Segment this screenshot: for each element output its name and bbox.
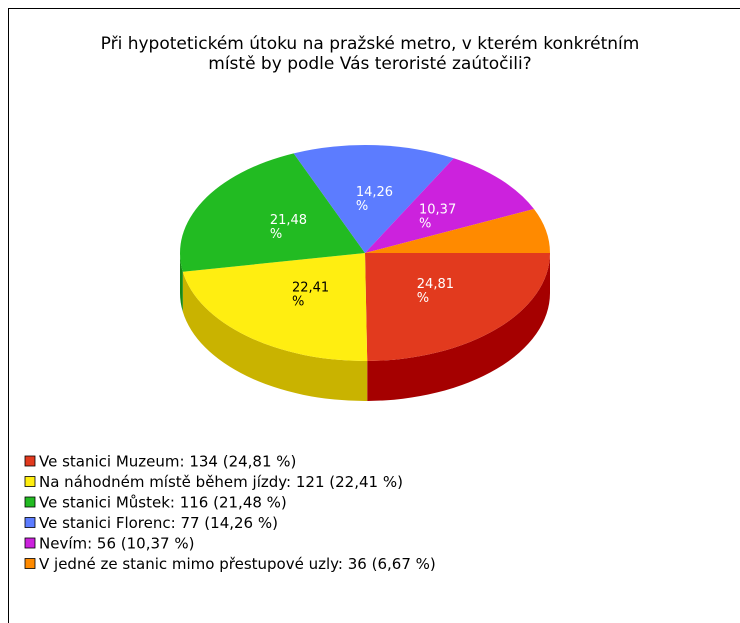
- legend-swatch: [24, 558, 36, 569]
- data-label-line: %: [292, 294, 304, 309]
- legend-label: Nevím: 56 (10,37 %): [39, 535, 194, 553]
- data-label-line: 10,37: [419, 202, 456, 217]
- legend-swatch: [24, 537, 36, 549]
- pie-side: [182, 271, 368, 401]
- pie-slice: [182, 253, 368, 361]
- pie-slice: [365, 253, 550, 361]
- legend-label: Ve stanici Florenc: 77 (14,26 %): [39, 514, 278, 532]
- legend-swatch: [24, 455, 36, 467]
- legend-swatch: [24, 517, 36, 528]
- legend-label: V jedné ze stanic mimo přestupové uzly: …: [39, 555, 436, 573]
- pie-side: [180, 253, 183, 312]
- data-label-line: 22,41: [292, 280, 329, 295]
- chart-title: Při hypotetickém útoku na pražské metro,…: [100, 34, 640, 74]
- legend-swatch: [24, 476, 36, 487]
- data-label-line: 24,81: [417, 276, 454, 291]
- legend-swatch: [24, 496, 36, 508]
- pie-slice: [365, 158, 534, 253]
- pie-slice: [179, 153, 365, 272]
- pie-slice: [365, 209, 550, 253]
- data-label-line: %: [417, 290, 429, 305]
- data-label: 10,37%: [419, 202, 456, 231]
- data-label: 24,81%: [417, 276, 454, 305]
- data-label-line: %: [270, 227, 282, 242]
- data-label-line: %: [419, 216, 431, 231]
- data-label: 14,26%: [356, 185, 393, 214]
- frame: [8, 8, 740, 623]
- data-label-line: %: [356, 199, 368, 214]
- legend-label: Ve stanici Muzeum: 134 (24,81 %): [39, 453, 296, 471]
- legend-label: Ve stanici Můstek: 116 (21,48 %): [39, 494, 287, 512]
- pie-side: [367, 253, 550, 401]
- pie-slice: [293, 145, 454, 253]
- data-label-line: 21,48: [270, 213, 307, 228]
- data-label-line: 14,26: [356, 185, 393, 200]
- legend-label: Na náhodném místě během jízdy: 121 (22,4…: [39, 473, 403, 491]
- data-label: 22,41%: [292, 280, 329, 309]
- data-label: 21,48%: [270, 213, 307, 242]
